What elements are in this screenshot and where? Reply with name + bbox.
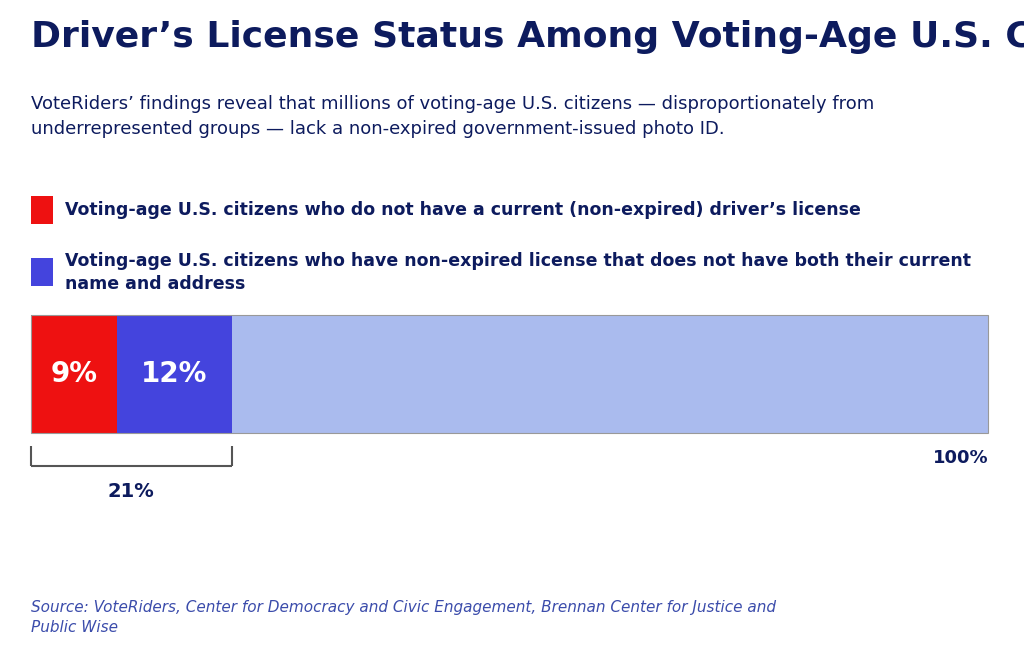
Text: Source: VoteRiders, Center for Democracy and Civic Engagement, Brennan Center fo: Source: VoteRiders, Center for Democracy… [31, 600, 776, 635]
Text: VoteRiders’ findings reveal that millions of voting-age U.S. citizens — dispropo: VoteRiders’ findings reveal that million… [31, 95, 873, 138]
Text: 9%: 9% [50, 360, 97, 388]
FancyBboxPatch shape [31, 324, 53, 352]
Text: Driver’s License Status Among Voting-Age U.S. Citizens: Driver’s License Status Among Voting-Age… [31, 20, 1024, 54]
FancyBboxPatch shape [31, 315, 117, 433]
FancyBboxPatch shape [231, 315, 988, 433]
Text: Voting-age U.S. citizens who do not have a current (non-expired) driver’s licens: Voting-age U.S. citizens who do not have… [65, 201, 860, 219]
Text: 12%: 12% [141, 360, 208, 388]
Text: Voting-age U.S. citizens who have non-expired license that does not have both th: Voting-age U.S. citizens who have non-ex… [65, 252, 971, 293]
Text: All other voting-age U.S. citizens: All other voting-age U.S. citizens [65, 329, 387, 347]
FancyBboxPatch shape [31, 196, 53, 224]
Text: 100%: 100% [933, 449, 988, 467]
Text: 21%: 21% [108, 482, 155, 501]
FancyBboxPatch shape [117, 315, 231, 433]
FancyBboxPatch shape [31, 258, 53, 286]
